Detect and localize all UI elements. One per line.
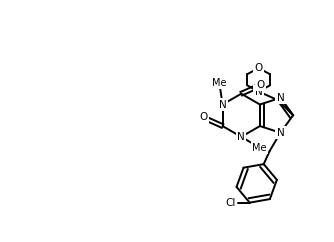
Text: N: N — [277, 93, 284, 103]
Text: Cl: Cl — [225, 198, 235, 208]
Text: N: N — [277, 128, 284, 138]
Text: Me: Me — [252, 143, 267, 153]
Text: N: N — [255, 87, 263, 97]
Text: N: N — [219, 99, 226, 109]
Text: O: O — [257, 80, 265, 90]
Text: N: N — [237, 132, 245, 142]
Text: Me: Me — [212, 78, 226, 88]
Text: O: O — [199, 113, 207, 122]
Text: O: O — [255, 63, 263, 73]
